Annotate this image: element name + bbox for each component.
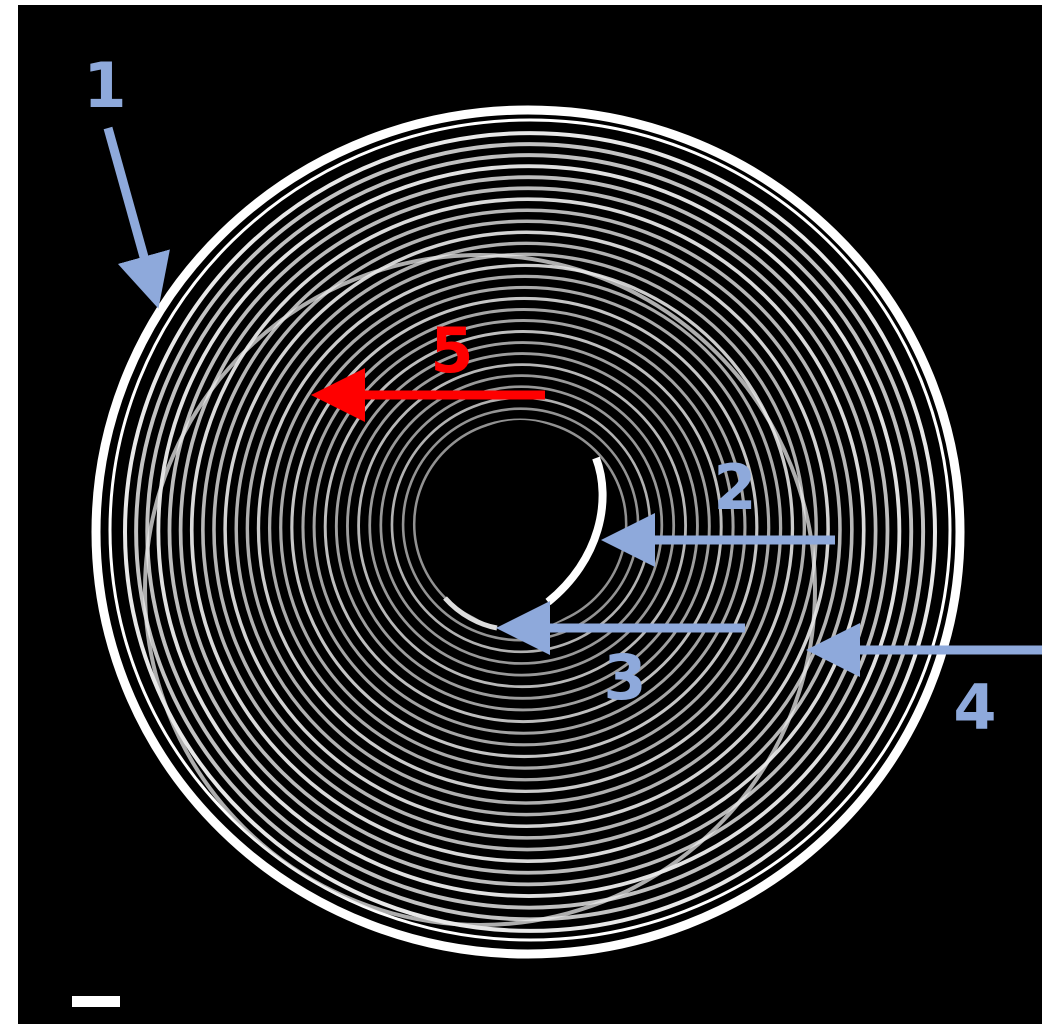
scale-bar — [72, 996, 120, 1007]
label-1: 1 — [83, 49, 126, 122]
label-3: 3 — [603, 641, 646, 714]
label-4: 4 — [953, 671, 996, 744]
core-void — [425, 420, 615, 630]
label-5: 5 — [430, 314, 473, 387]
ct-image: 1 2 3 4 5 — [0, 0, 1054, 1024]
page: 1 2 3 4 5 (() => { const data = JSON.par… — [0, 0, 1054, 1024]
label-2: 2 — [713, 451, 756, 524]
